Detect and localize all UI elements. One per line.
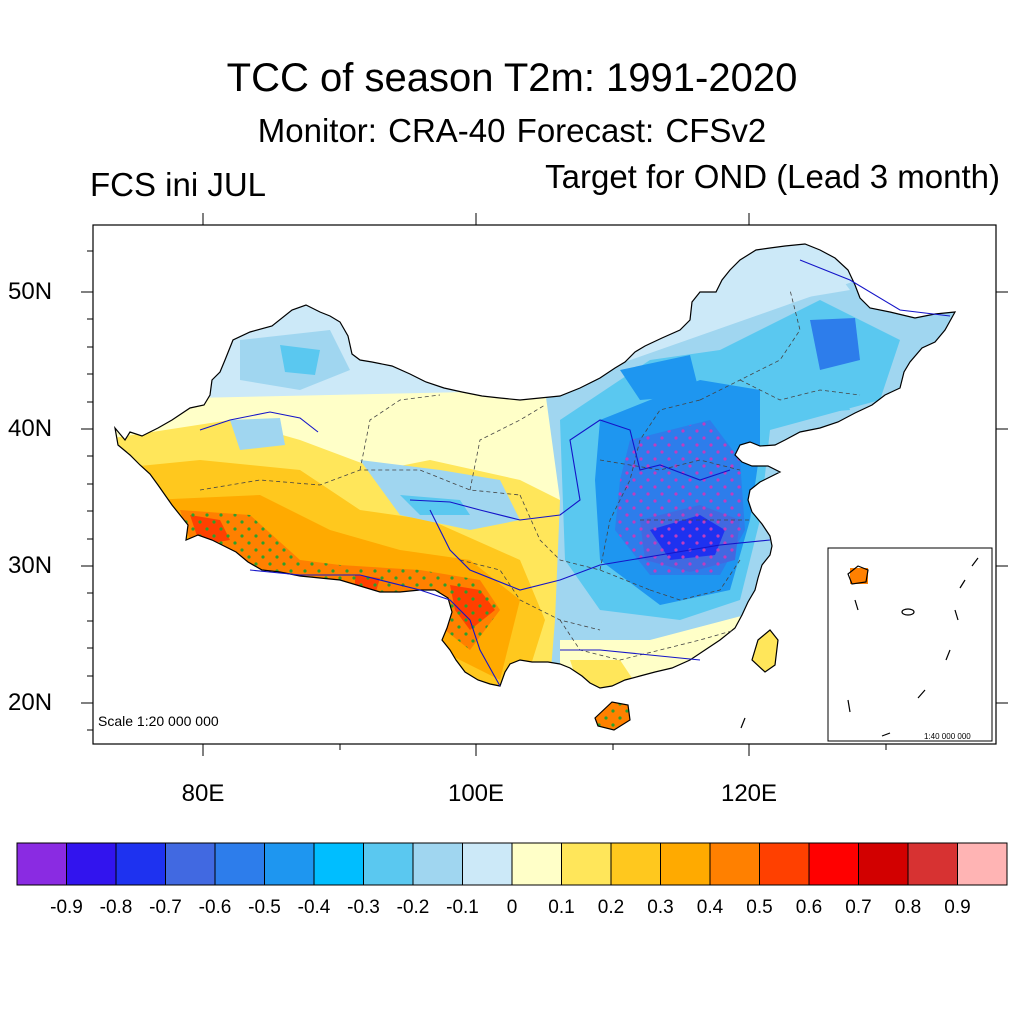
colorbar-box bbox=[214, 842, 265, 886]
colorbar-label: -0.9 bbox=[50, 897, 83, 918]
colorbar-label: 0.6 bbox=[795, 897, 823, 918]
colorbar-box bbox=[165, 842, 216, 886]
lat-label-50: 50N bbox=[8, 278, 53, 305]
colorbar-label: 0.1 bbox=[548, 897, 575, 918]
rivers bbox=[199, 259, 951, 687]
colorbar-label: 0.2 bbox=[597, 897, 625, 918]
colorbar-label: 0.7 bbox=[845, 897, 872, 918]
colorbar-box bbox=[115, 842, 166, 886]
lat-label-30: 30N bbox=[8, 552, 53, 579]
colorbar-box bbox=[412, 842, 463, 886]
colorbar-label: 0.9 bbox=[944, 897, 971, 918]
colorbar-box bbox=[462, 842, 513, 886]
colorbar-box bbox=[709, 842, 760, 886]
south-china-sea-inset: 1:40 000 000 bbox=[740, 547, 993, 742]
left-string: FCS ini JUL bbox=[90, 166, 267, 203]
colorbar-label: -0.2 bbox=[396, 897, 430, 918]
colorbar-box bbox=[66, 842, 117, 886]
colorbar bbox=[16, 842, 1008, 886]
lon-label-100: 100E bbox=[447, 780, 505, 807]
scale-text: Scale 1:20 000 000 bbox=[98, 713, 219, 729]
colorbar-box bbox=[363, 842, 414, 886]
chart-subtitle: Monitor: CRA-40 Forecast: CFSv2 bbox=[257, 112, 767, 149]
lon-label-80: 80E bbox=[181, 780, 225, 807]
colorbar-label: 0.8 bbox=[894, 897, 922, 918]
colorbar-box bbox=[660, 842, 711, 886]
colorbar-box bbox=[808, 842, 859, 886]
colorbar-label: -0.1 bbox=[446, 897, 479, 918]
colorbar-box bbox=[759, 842, 810, 886]
right-string: Target for OND (Lead 3 month) bbox=[545, 158, 1000, 195]
china-outline bbox=[114, 243, 957, 731]
colorbar-label: 0.4 bbox=[696, 897, 724, 918]
colorbar-box bbox=[511, 842, 562, 886]
colorbar-box bbox=[561, 842, 612, 886]
chart-title: TCC of season T2m: 1991-2020 bbox=[226, 56, 798, 100]
colorbar-label: 0 bbox=[506, 897, 518, 918]
colorbar-label: -0.8 bbox=[99, 897, 133, 918]
lon-label-120: 120E bbox=[720, 780, 778, 807]
colorbar-label: -0.6 bbox=[198, 897, 232, 918]
lat-label-40: 40N bbox=[8, 415, 53, 442]
colorbar-label: 0.5 bbox=[746, 897, 773, 918]
colorbar-label: -0.4 bbox=[297, 897, 331, 918]
colorbar-box bbox=[858, 842, 909, 886]
colorbar-box bbox=[610, 842, 661, 886]
lat-label-20: 20N bbox=[8, 689, 53, 716]
colorbar-label: -0.7 bbox=[149, 897, 182, 918]
colorbar-box bbox=[957, 842, 1008, 886]
colorbar-label: 0.3 bbox=[647, 897, 674, 918]
colorbar-box bbox=[313, 842, 364, 886]
colorbar-box bbox=[16, 842, 67, 886]
colorbar-box bbox=[264, 842, 315, 886]
province-boundaries bbox=[199, 289, 861, 661]
colorbar-label: -0.3 bbox=[347, 897, 380, 918]
colorbar-box bbox=[907, 842, 958, 886]
inset-scale-text: 1:40 000 000 bbox=[924, 732, 971, 741]
axis-ticks bbox=[81, 213, 1008, 756]
colorbar-label: -0.5 bbox=[248, 897, 281, 918]
